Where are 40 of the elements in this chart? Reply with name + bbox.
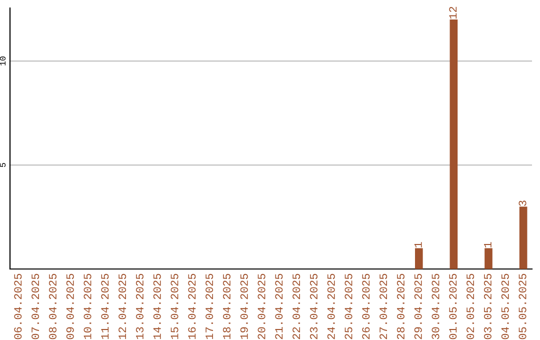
x-tick-label: 19.04.2025	[240, 274, 248, 340]
bar	[519, 206, 528, 269]
x-tick-label: 22.04.2025	[292, 274, 300, 340]
x-tick-label: 26.04.2025	[362, 274, 370, 340]
x-tick-label: 17.04.2025	[206, 274, 214, 340]
x-tick-label: 15.04.2025	[170, 274, 178, 340]
x-tick-label: 03.05.2025	[484, 274, 492, 340]
x-tick-label: 02.05.2025	[466, 274, 474, 340]
x-tick-label: 14.04.2025	[153, 274, 161, 340]
x-tick-label: 23.04.2025	[310, 274, 318, 340]
bar	[484, 248, 492, 269]
x-tick-label: 18.04.2025	[222, 274, 230, 340]
x-tick-label: 07.04.2025	[32, 274, 40, 340]
y-tick-label: 10	[0, 56, 6, 66]
bar	[450, 19, 458, 269]
data-label: 1	[414, 242, 422, 248]
x-tick-label: 09.04.2025	[66, 274, 74, 340]
x-tick-label: 27.04.2025	[380, 274, 388, 340]
x-tick-label: 05.05.2025	[518, 274, 526, 340]
data-label: 3	[518, 200, 526, 206]
data-label: 1	[484, 242, 492, 248]
x-tick-label: 21.04.2025	[275, 274, 283, 340]
x-tick-label: 25.04.2025	[344, 274, 352, 340]
x-tick-label: 06.04.2025	[14, 274, 22, 340]
y-tick-label: 5	[0, 163, 6, 167]
x-tick-label: 01.05.2025	[449, 274, 457, 340]
x-tick-label: 29.04.2025	[414, 274, 422, 340]
x-tick-label: 24.04.2025	[327, 274, 335, 340]
x-tick-label: 16.04.2025	[188, 274, 196, 340]
data-label: 12	[449, 6, 457, 19]
x-tick-label: 04.05.2025	[501, 274, 509, 340]
x-tick-label: 28.04.2025	[396, 274, 404, 340]
x-tick-label: 13.04.2025	[136, 274, 144, 340]
x-tick-label: 08.04.2025	[48, 274, 56, 340]
x-tick-label: 20.04.2025	[258, 274, 266, 340]
x-tick-label: 10.04.2025	[84, 274, 92, 340]
x-tick-label: 12.04.2025	[118, 274, 126, 340]
x-tick-label: 30.04.2025	[432, 274, 440, 340]
bar	[414, 248, 423, 269]
x-tick-label: 11.04.2025	[101, 274, 109, 340]
